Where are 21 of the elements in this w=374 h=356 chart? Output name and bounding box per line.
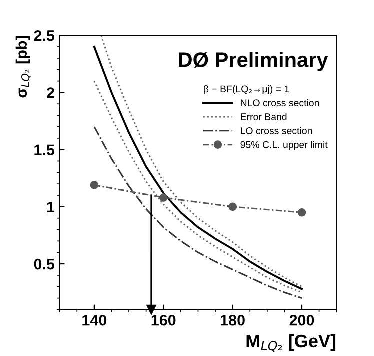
legend-label: Error Band xyxy=(241,113,287,120)
x-tick-label: 200 xyxy=(290,314,314,326)
legend-title: β − BF(LQ₂→μj) = 1 xyxy=(204,85,290,95)
y-tick-label: 1.5 xyxy=(34,144,55,156)
x-axis-title: M$_{LQ₂}$ [GeV] xyxy=(246,334,336,352)
x-tick-label: 160 xyxy=(152,314,176,326)
legend-label: LO cross section xyxy=(241,127,312,134)
x-tick-label: 140 xyxy=(82,314,107,326)
y-tick-label: 2.5 xyxy=(34,30,55,42)
x-tick-label: 180 xyxy=(221,314,245,326)
y-tick-label: 2 xyxy=(47,88,54,98)
y-tick-label: 1 xyxy=(47,202,55,212)
legend-label: NLO cross section xyxy=(241,99,320,107)
point xyxy=(228,202,237,212)
text: DØ Preliminary xyxy=(179,52,328,72)
legend-label: 95% C.L. upper limit xyxy=(240,141,328,150)
y-axis-title: σ$_{LQ₂}$ [pb] xyxy=(16,36,31,98)
point xyxy=(159,194,168,202)
point xyxy=(90,181,99,190)
point xyxy=(298,208,306,217)
y-tick-label: 0.5 xyxy=(34,258,55,270)
